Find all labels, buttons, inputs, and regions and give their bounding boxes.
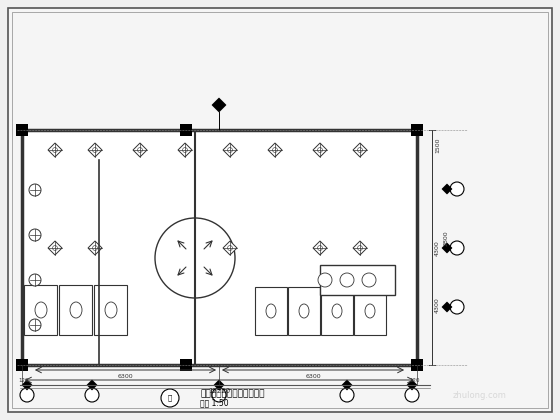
Bar [411, 124, 423, 136]
Polygon shape [353, 143, 367, 157]
Bar [288, 287, 320, 335]
Bar [180, 359, 192, 371]
Ellipse shape [332, 304, 342, 318]
Bar [16, 359, 28, 371]
Bar [22, 130, 417, 365]
Bar [321, 287, 353, 335]
Circle shape [29, 229, 41, 241]
Polygon shape [342, 380, 352, 390]
Circle shape [318, 147, 323, 152]
Text: 2800: 2800 [443, 230, 448, 246]
Bar [94, 285, 127, 335]
Polygon shape [223, 143, 237, 157]
Ellipse shape [105, 302, 117, 318]
Polygon shape [223, 241, 237, 255]
Circle shape [138, 147, 142, 152]
Text: 120: 120 [410, 378, 420, 383]
Circle shape [273, 147, 277, 152]
Text: 五: 五 [168, 395, 172, 401]
Circle shape [212, 388, 226, 402]
Polygon shape [407, 380, 417, 390]
Polygon shape [442, 243, 452, 253]
Circle shape [340, 388, 354, 402]
Polygon shape [48, 241, 62, 255]
Polygon shape [22, 380, 32, 390]
Circle shape [227, 246, 232, 250]
Circle shape [357, 147, 362, 152]
Circle shape [20, 388, 34, 402]
Polygon shape [442, 302, 452, 312]
Bar [411, 359, 423, 371]
Circle shape [29, 319, 41, 331]
Bar [320, 265, 395, 295]
Ellipse shape [299, 304, 309, 318]
Bar [59, 285, 92, 335]
Text: 公共卖区公共卫生间平面图: 公共卖区公共卫生间平面图 [200, 389, 264, 399]
Polygon shape [178, 143, 192, 157]
Polygon shape [48, 143, 62, 157]
Polygon shape [87, 380, 97, 390]
Polygon shape [313, 241, 327, 255]
Ellipse shape [35, 302, 47, 318]
Circle shape [92, 246, 97, 250]
Bar [16, 124, 28, 136]
Polygon shape [133, 143, 147, 157]
Circle shape [357, 246, 362, 250]
Bar [180, 124, 192, 136]
Bar [24, 285, 57, 335]
Circle shape [53, 246, 58, 250]
Text: 6300: 6300 [118, 374, 133, 379]
Circle shape [29, 184, 41, 196]
Circle shape [227, 147, 232, 152]
Ellipse shape [266, 304, 276, 318]
Circle shape [405, 388, 419, 402]
Text: 1500: 1500 [435, 137, 440, 153]
Polygon shape [214, 380, 224, 390]
Circle shape [450, 241, 464, 255]
Circle shape [53, 147, 58, 152]
Polygon shape [88, 143, 102, 157]
Text: 4300: 4300 [435, 240, 440, 256]
Text: 4300: 4300 [435, 297, 440, 313]
Circle shape [29, 274, 41, 286]
Polygon shape [268, 143, 282, 157]
Ellipse shape [365, 304, 375, 318]
Polygon shape [442, 184, 452, 194]
Circle shape [161, 389, 179, 407]
Text: 6300: 6300 [305, 374, 321, 379]
Bar [255, 287, 287, 335]
Circle shape [85, 388, 99, 402]
Text: 12220: 12220 [208, 388, 231, 394]
Circle shape [450, 300, 464, 314]
Circle shape [92, 147, 97, 152]
Circle shape [318, 246, 323, 250]
Text: 比例 1:50: 比例 1:50 [200, 399, 228, 407]
Circle shape [155, 218, 235, 298]
Circle shape [318, 273, 332, 287]
Bar [354, 287, 386, 335]
Ellipse shape [70, 302, 82, 318]
Circle shape [183, 147, 188, 152]
Text: zhulong.com: zhulong.com [453, 391, 507, 399]
Circle shape [450, 182, 464, 196]
Polygon shape [212, 98, 226, 112]
Circle shape [362, 273, 376, 287]
Circle shape [340, 273, 354, 287]
Polygon shape [353, 241, 367, 255]
Text: 120: 120 [18, 378, 29, 383]
Polygon shape [88, 241, 102, 255]
Polygon shape [313, 143, 327, 157]
